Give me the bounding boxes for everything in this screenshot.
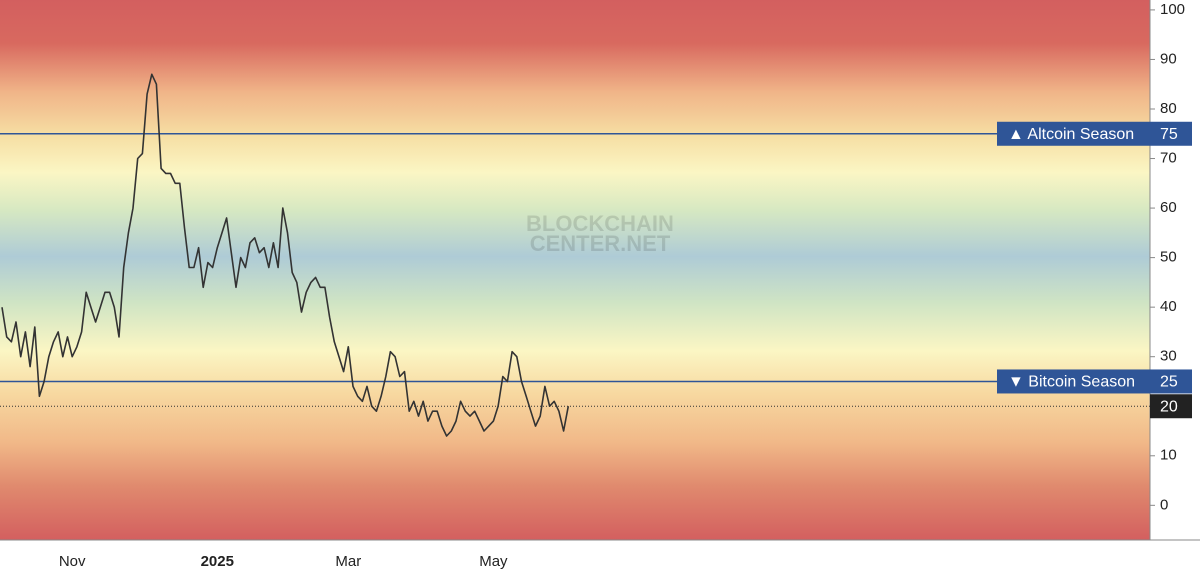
watermark: CENTER.NET <box>530 231 671 256</box>
threshold-label: ▼ Bitcoin Season <box>1008 374 1135 391</box>
y-tick-label: 80 <box>1160 100 1177 117</box>
y-tick-label: 30 <box>1160 348 1177 365</box>
y-tick-label: 10 <box>1160 447 1177 464</box>
threshold-value: 25 <box>1160 374 1178 391</box>
x-tick-label: 2025 <box>201 553 234 570</box>
y-tick-label: 0 <box>1160 496 1168 513</box>
y-tick-label: 90 <box>1160 50 1177 67</box>
threshold-tag <box>997 369 1150 394</box>
plot-background <box>0 0 1150 540</box>
last-value-label: 20 <box>1160 398 1178 415</box>
y-tick-label: 50 <box>1160 249 1177 266</box>
threshold-tag <box>997 121 1150 146</box>
y-tick-label: 40 <box>1160 298 1177 315</box>
threshold-value-tag <box>1150 369 1192 394</box>
y-tick-label: 70 <box>1160 150 1177 167</box>
x-tick-label: Mar <box>335 553 361 570</box>
watermark: BLOCKCHAIN <box>526 211 674 236</box>
threshold-label: ▲ Altcoin Season <box>1008 126 1134 143</box>
threshold-value: 75 <box>1160 126 1178 143</box>
x-tick-label: Nov <box>59 553 86 570</box>
x-tick-label: May <box>479 553 508 570</box>
y-tick-label: 60 <box>1160 199 1177 216</box>
last-value-tag <box>1150 394 1192 419</box>
threshold-value-tag <box>1150 121 1192 146</box>
series-line <box>1 73 570 437</box>
y-tick-label: 100 <box>1160 1 1185 18</box>
